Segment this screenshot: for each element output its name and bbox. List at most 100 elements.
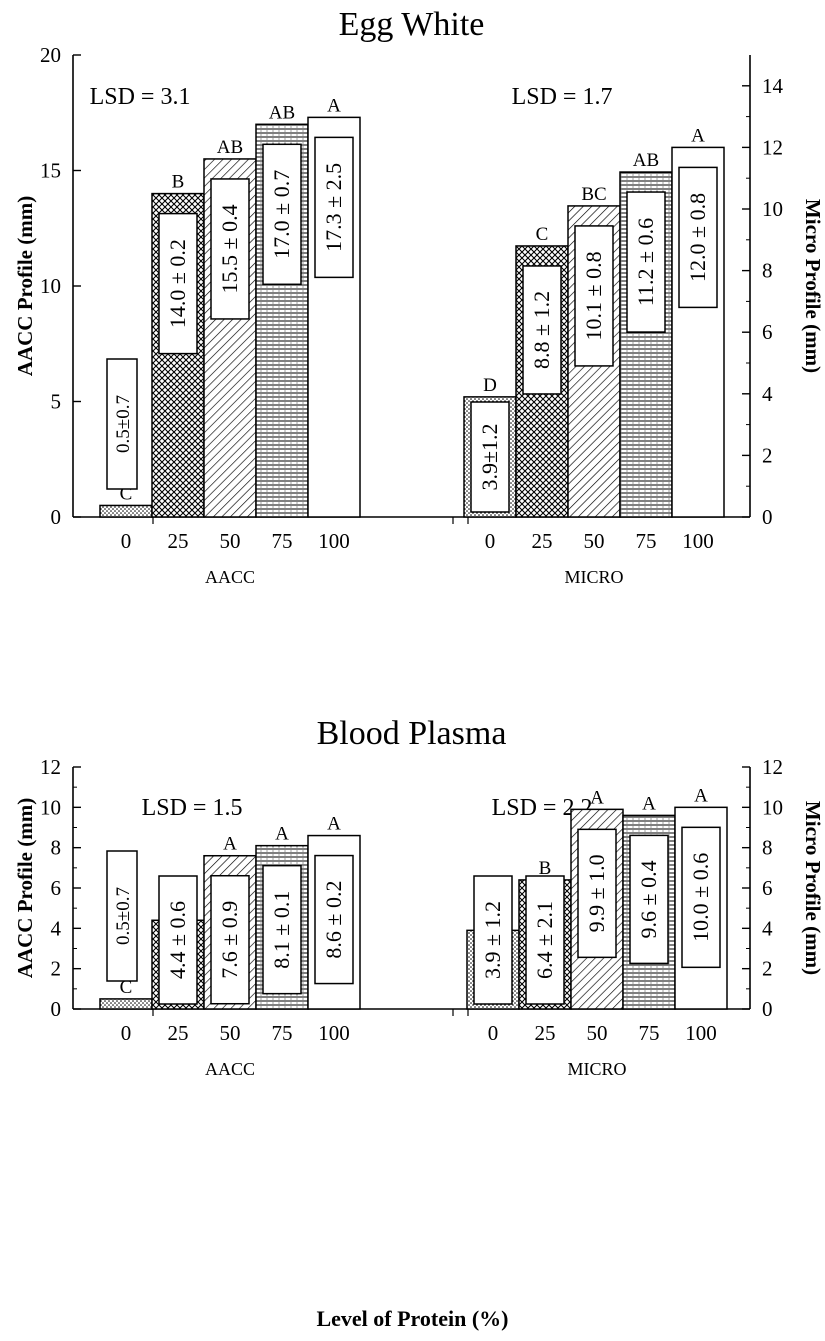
- x-tick-label: 50: [220, 1021, 241, 1045]
- significance-letter: AB: [633, 150, 659, 171]
- y-axis-label-right: Micro Profile (mm): [801, 199, 825, 373]
- y-tick-label-right: 12: [762, 135, 783, 159]
- x-tick-label: 100: [318, 1021, 350, 1045]
- value-label: 14.0 ± 0.2: [165, 239, 190, 328]
- y-axis-label-right: Micro Profile (mm): [801, 801, 825, 975]
- value-label-box: [681, 826, 721, 969]
- x-tick-label: 100: [682, 529, 714, 553]
- value-label-box: [314, 854, 354, 985]
- y-tick-label-left: 6: [51, 876, 62, 900]
- value-label: 8.8 ± 1.2: [529, 291, 554, 369]
- value-label-box: [106, 850, 138, 982]
- x-tick-label: 75: [636, 529, 657, 553]
- significance-letter: A: [590, 787, 604, 808]
- x-tick-label: 75: [272, 529, 293, 553]
- significance-letter: AB: [269, 102, 295, 123]
- value-label: 8.1 ± 0.1: [269, 891, 294, 969]
- group-label: AACC: [205, 567, 255, 587]
- y-tick-label-left: 12: [40, 755, 61, 779]
- value-label: 10.0 ± 0.6: [688, 853, 713, 942]
- y-tick-label-left: 10: [40, 274, 61, 298]
- significance-letter: A: [327, 95, 341, 116]
- value-label-box: [525, 875, 565, 1005]
- lsd-label: LSD = 3.1: [90, 84, 191, 110]
- value-label: 9.6 ± 0.4: [636, 860, 661, 938]
- x-tick-label: 25: [168, 529, 189, 553]
- group-label: MICRO: [567, 1059, 626, 1079]
- value-label-box: [473, 875, 513, 1005]
- value-label-box: [470, 401, 510, 513]
- significance-letter: A: [691, 125, 705, 146]
- y-tick-label-left: 20: [40, 43, 61, 67]
- value-label: 4.4 ± 0.6: [165, 901, 190, 979]
- value-label-box: [577, 828, 617, 959]
- y-tick-label-right: 10: [762, 197, 783, 221]
- value-label: 0.5±0.7: [113, 887, 134, 945]
- lsd-label: LSD = 1.5: [142, 795, 243, 821]
- y-tick-label-left: 4: [51, 916, 62, 940]
- bar: [99, 504, 153, 518]
- x-tick-label: 75: [272, 1021, 293, 1045]
- value-label: 9.9 ± 1.0: [584, 854, 609, 932]
- value-label: 12.0 ± 0.8: [685, 193, 710, 282]
- y-tick-label-right: 10: [762, 795, 783, 819]
- xlabel-holder: Level of Protein (%): [0, 1306, 825, 1332]
- value-label: 17.3 ± 2.5: [321, 163, 346, 252]
- y-tick-label-right: 4: [762, 916, 773, 940]
- x-tick-label: 0: [485, 529, 496, 553]
- value-label-box: [210, 874, 250, 1005]
- x-tick-label: 100: [685, 1021, 717, 1045]
- y-tick-label-left: 15: [40, 159, 61, 183]
- significance-letter: BC: [581, 184, 606, 205]
- value-label-box: [522, 265, 562, 395]
- significance-letter: D: [483, 375, 497, 396]
- value-label: 7.6 ± 0.9: [217, 901, 242, 979]
- x-tick-label: 25: [168, 1021, 189, 1045]
- value-label: 8.6 ± 0.2: [321, 881, 346, 959]
- significance-letter: A: [642, 793, 656, 814]
- x-tick-label: 50: [584, 529, 605, 553]
- group-label: AACC: [205, 1059, 255, 1079]
- y-tick-label-right: 4: [762, 382, 773, 406]
- x-tick-label: 100: [318, 529, 350, 553]
- lsd-label: LSD = 1.7: [512, 84, 613, 110]
- x-tick-label: 0: [488, 1021, 499, 1045]
- y-tick-label-left: 0: [51, 997, 62, 1021]
- y-tick-label-left: 2: [51, 957, 62, 981]
- chart-title: Egg White: [339, 6, 485, 43]
- value-label-box: [629, 834, 669, 965]
- value-label-box: [210, 178, 250, 320]
- significance-letter: C: [536, 224, 549, 245]
- value-label: 11.2 ± 0.6: [633, 218, 658, 306]
- y-tick-label-right: 6: [762, 876, 773, 900]
- value-label-box: [314, 136, 354, 279]
- value-label-box: [262, 864, 302, 995]
- significance-letter: A: [327, 814, 341, 835]
- y-axis-label-left: AACC Profile (mm): [13, 798, 37, 978]
- bar: [99, 998, 153, 1010]
- value-label-box: [106, 358, 138, 490]
- x-tick-label: 50: [587, 1021, 608, 1045]
- value-label: 3.9 ± 1.2: [480, 901, 505, 979]
- y-axis-label-left: AACC Profile (mm): [13, 196, 37, 376]
- x-tick-label: 50: [220, 529, 241, 553]
- y-tick-label-right: 8: [762, 836, 773, 860]
- y-tick-label-left: 0: [51, 505, 62, 529]
- y-tick-label-left: 8: [51, 836, 62, 860]
- group-label: MICRO: [564, 567, 623, 587]
- value-label-box: [262, 143, 302, 286]
- y-tick-label-right: 0: [762, 997, 773, 1021]
- significance-letter: AB: [217, 137, 243, 158]
- x-tick-label: 25: [532, 529, 553, 553]
- significance-letter: A: [223, 834, 237, 855]
- y-tick-label-right: 2: [762, 443, 773, 467]
- x-tick-label: 75: [639, 1021, 660, 1045]
- significance-letter: A: [275, 824, 289, 845]
- chart-panel-1: Egg White 0 5 10 15 20 0 2 4 6 8 10 12 14 AACC Profile…: [13, 6, 825, 587]
- y-tick-label-right: 14: [762, 74, 784, 98]
